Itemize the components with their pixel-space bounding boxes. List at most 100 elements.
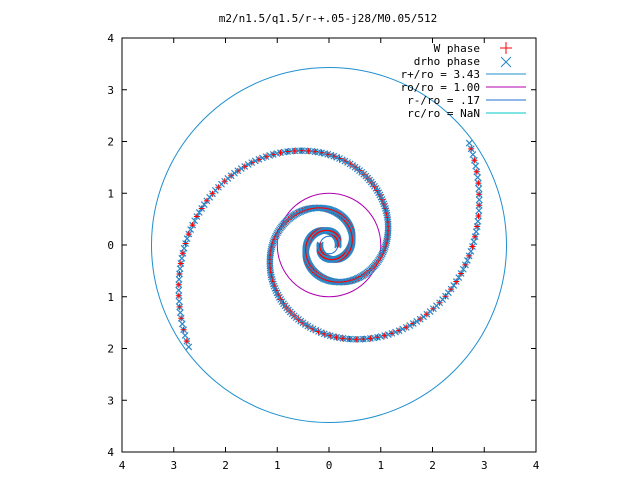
w-phase-point — [180, 326, 187, 333]
x-tick-label: 4 — [533, 459, 540, 472]
chart-title: m2/n1.5/q1.5/r-+.05-j28/M0.05/512 — [219, 12, 438, 25]
w-phase-point — [298, 147, 305, 154]
w-phase-point — [176, 303, 183, 310]
w-phase-point — [175, 281, 182, 288]
drho-phase-point — [185, 343, 193, 351]
drho-phase-point — [474, 174, 482, 181]
drho-phase-point — [475, 196, 483, 204]
drho-phase-point — [181, 331, 189, 339]
y-tick-label: 2 — [107, 343, 114, 356]
legend-label-w-phase: W phase — [434, 42, 480, 55]
drho-phase-point — [472, 162, 480, 170]
drho-phase-point — [180, 244, 188, 252]
w-phase-point — [472, 233, 479, 240]
w-phase-point — [182, 240, 189, 247]
legend: W phase drho phase r+/ro = 3.43 ro/ro = … — [401, 42, 526, 120]
w-phase-point — [436, 299, 443, 306]
w-phase-point — [473, 168, 480, 175]
drho-phase-point — [175, 297, 183, 305]
legend-entry-r-plus: r+/ro = 3.43 — [401, 68, 526, 81]
w-phase-point — [360, 336, 367, 343]
legend-marker-drho-b — [500, 56, 512, 68]
x-tick-label: 3 — [170, 459, 177, 472]
legend-entry-w-phase: W phase — [434, 42, 512, 55]
x-tick-label: 1 — [377, 459, 384, 472]
w-phase-point — [476, 202, 483, 209]
w-phase-point — [177, 260, 184, 267]
drho-phase-point — [470, 238, 478, 246]
w-phase-point — [185, 231, 192, 238]
drho-phase-point — [472, 228, 480, 236]
drho-phase-point — [392, 328, 399, 336]
drho-phase-point — [469, 151, 477, 159]
w-phase-point — [475, 213, 482, 220]
w-phase-point — [203, 197, 210, 204]
reference-circle-1 — [276, 192, 382, 298]
w-phase-point — [474, 223, 481, 230]
w-phase-point — [367, 335, 374, 342]
drho-phase-point — [200, 201, 208, 209]
w-phase-point — [284, 148, 291, 155]
w-phase-point — [312, 148, 319, 155]
drho-phase-point — [450, 281, 458, 289]
w-phase-point — [471, 157, 478, 164]
w-phase-point — [215, 184, 222, 191]
drho-phase-point — [465, 139, 473, 147]
phase-points — [175, 139, 483, 351]
w-phase-point — [346, 336, 353, 343]
w-phase-point — [179, 250, 186, 257]
y-tick-label: 4 — [107, 32, 114, 45]
drho-phase-point — [259, 154, 266, 162]
w-phase-point — [339, 335, 346, 342]
x-tick-label: 1 — [274, 459, 281, 472]
y-tick-label: 1 — [107, 187, 114, 200]
drho-phase-point — [475, 185, 483, 193]
w-phase-point — [448, 286, 455, 293]
legend-entry-ro: ro/ro = 1.00 — [401, 81, 526, 94]
reference-circles — [150, 66, 508, 424]
x-tick-label: 3 — [481, 459, 488, 472]
legend-label-rc: rc/ro = NaN — [407, 107, 480, 120]
y-tick-label: 3 — [107, 84, 114, 97]
drho-phase-point — [175, 275, 183, 283]
w-phase-point — [305, 147, 312, 154]
legend-label-r-minus: r-/ro = .17 — [407, 94, 480, 107]
drho-phase-point — [178, 254, 186, 262]
drho-phase-point — [206, 193, 214, 201]
w-phase-point — [469, 243, 476, 250]
legend-entry-drho-phase: drho phase — [414, 55, 512, 68]
legend-label-ro: ro/ro = 1.00 — [401, 81, 480, 94]
drho-phase-point — [467, 247, 475, 255]
w-phase-point — [347, 160, 354, 167]
x-tick-label: 4 — [119, 459, 126, 472]
y-tick-label: 4 — [107, 446, 114, 459]
drho-phase-point — [176, 309, 184, 316]
drho-phase-point — [178, 320, 186, 328]
w-phase-point — [291, 147, 298, 154]
w-phase-point — [430, 305, 437, 312]
legend-entry-r-minus: r-/ro = .17 — [407, 94, 526, 107]
w-phase-point — [221, 178, 228, 185]
drho-phase-point — [183, 235, 191, 243]
legend-label-drho-phase: drho phase — [414, 55, 480, 68]
w-phase-point — [475, 180, 482, 187]
y-tick-label: 2 — [107, 136, 114, 149]
y-tick-label: 3 — [107, 394, 114, 407]
y-tick-label: 1 — [107, 291, 114, 304]
w-phase-point — [353, 336, 360, 343]
x-tick-label: 2 — [429, 459, 436, 472]
w-phase-point — [466, 252, 473, 259]
w-phase-point — [183, 338, 190, 345]
drho-phase-point — [475, 207, 483, 215]
x-tick-label: 0 — [326, 459, 333, 472]
drho-phase-point — [175, 286, 183, 294]
legend-label-r-plus: r+/ro = 3.43 — [401, 68, 480, 81]
w-phase-point — [417, 316, 424, 323]
w-phase-point — [468, 145, 475, 152]
y-tick-label: 0 — [107, 239, 114, 252]
drho-phase-point — [444, 289, 452, 297]
w-phase-point — [178, 315, 185, 322]
w-phase-point — [209, 190, 216, 197]
